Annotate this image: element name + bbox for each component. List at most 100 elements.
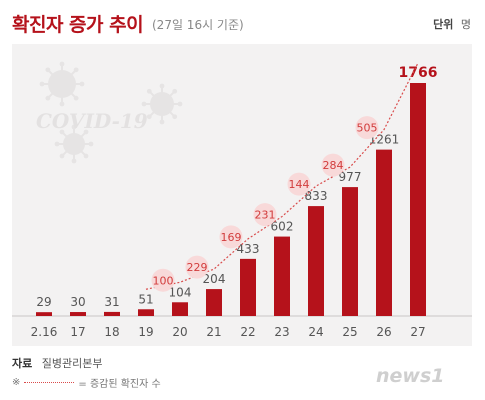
increase-bubble <box>321 153 345 177</box>
category-label: 23 <box>274 325 289 339</box>
value-label: 29 <box>36 295 51 309</box>
bar <box>240 258 256 316</box>
logo-text: news1 <box>376 365 445 387</box>
category-label: 26 <box>376 325 391 339</box>
chart-title: 확진자 증가 추이 <box>12 14 144 36</box>
virus-spike-tip <box>45 67 51 73</box>
virus-spike-tip <box>79 81 85 87</box>
virus-decoration <box>39 61 183 164</box>
value-label: 51 <box>138 292 153 306</box>
bar <box>308 206 324 316</box>
legend-note: ※ = 증감된 확진자 수 <box>12 375 161 390</box>
chart-subtitle: (27일 16시 기준) <box>152 18 244 32</box>
value-label: 977 <box>339 170 362 184</box>
value-label: 433 <box>237 242 260 256</box>
increase-bubble <box>287 172 311 196</box>
virus-spike-tip <box>88 141 94 147</box>
virus-spike-tip <box>59 153 65 159</box>
increase-label: 284 <box>323 159 344 172</box>
virus-spike <box>61 69 77 85</box>
unit-note: 단위 명 <box>433 16 471 32</box>
bar-chart: COVID-19 29 2.16 30 17 31 18 51 19 104 20 204 21 433… <box>12 61 472 339</box>
value-label: 31 <box>104 295 119 309</box>
unit-value: 명 <box>460 18 471 31</box>
increase-bubble <box>355 116 379 140</box>
virus-spike <box>161 103 176 118</box>
increase-label: 231 <box>255 209 276 222</box>
source-line: 자료 질병관리본부 <box>12 355 102 371</box>
value-label: 30 <box>70 295 85 309</box>
virus-spike <box>148 90 163 105</box>
virus-spike-tip <box>159 119 165 125</box>
value-label: 204 <box>203 272 226 286</box>
virus-spike-tip <box>172 88 178 94</box>
news1-logo: news1 <box>376 365 445 387</box>
virus-spike-tip <box>83 153 89 159</box>
category-label: 27 <box>410 325 425 339</box>
value-label: 1766 <box>399 65 438 81</box>
category-label: 18 <box>104 325 119 339</box>
trend-line <box>145 62 419 290</box>
virus-spike-tip <box>141 101 147 107</box>
source-value: 질병관리본부 <box>41 357 103 370</box>
virus-spike-tip <box>159 83 165 89</box>
category-label: 25 <box>342 325 357 339</box>
category-label: 22 <box>240 325 255 339</box>
category-label: 24 <box>308 325 323 339</box>
value-label: 1261 <box>369 133 400 147</box>
virus-icon <box>54 124 94 164</box>
virus-spike-tip <box>39 81 45 87</box>
virus-spike-tip <box>83 129 89 135</box>
virus-spike <box>73 131 87 145</box>
virus-spike <box>148 103 163 118</box>
increase-label: 169 <box>221 231 242 244</box>
virus-spike <box>47 83 63 99</box>
virus-icon <box>39 61 85 107</box>
source-label: 자료 <box>12 357 33 370</box>
header: 확진자 증가 추이 (27일 16시 기준) 단위 명 <box>0 0 485 40</box>
bar <box>376 149 392 316</box>
virus-spike-tip <box>71 124 77 130</box>
increase-label: 144 <box>289 178 310 191</box>
virus-spike-tip <box>73 67 79 73</box>
virus-spike-tip <box>71 158 77 164</box>
virus-spike <box>61 131 75 145</box>
value-label: 833 <box>305 189 328 203</box>
note-symbol: ※ <box>12 377 21 388</box>
bar <box>104 311 120 316</box>
category-label: 17 <box>70 325 85 339</box>
increase-bubble <box>185 255 209 279</box>
bar <box>410 83 426 316</box>
category-label: 20 <box>172 325 187 339</box>
covid-watermark: COVID-19 <box>36 109 148 133</box>
footer: 자료 질병관리본부 ※ = 증감된 확진자 수 news1 <box>12 351 472 399</box>
value-label: 602 <box>271 220 294 234</box>
virus-spike-tip <box>54 141 60 147</box>
virus-spike-tip <box>177 101 183 107</box>
virus-spike-tip <box>59 61 65 67</box>
bar <box>70 312 86 316</box>
virus-spike-tip <box>73 95 79 101</box>
increase-bubble <box>151 268 175 292</box>
virus-spike-tip <box>146 114 152 120</box>
virus-spike <box>73 143 87 157</box>
virus-spike-tip <box>146 88 152 94</box>
increase-bubble <box>253 203 277 227</box>
virus-spike-tip <box>45 95 51 101</box>
bar <box>342 187 358 316</box>
bar <box>274 236 290 316</box>
increase-label: 229 <box>187 261 208 274</box>
category-label: 19 <box>138 325 153 339</box>
virus-spike <box>61 83 77 99</box>
bar <box>206 289 222 316</box>
virus-spike <box>161 90 176 105</box>
category-label: 2.16 <box>31 325 58 339</box>
bar <box>138 309 154 316</box>
virus-spike-tip <box>59 101 65 107</box>
category-label: 21 <box>206 325 221 339</box>
dotted-line-icon <box>24 382 75 383</box>
chart-panel: COVID-19 29 2.16 30 17 31 18 51 19 104 20 204 21 433… <box>12 44 472 346</box>
virus-icon <box>141 83 183 125</box>
bar <box>36 312 52 316</box>
bar <box>172 302 188 316</box>
